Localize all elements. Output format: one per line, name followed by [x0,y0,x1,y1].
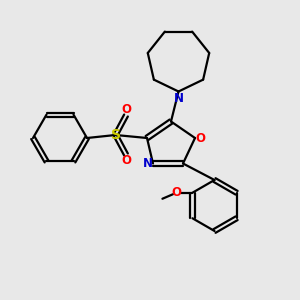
Text: O: O [122,103,132,116]
Text: O: O [122,154,132,167]
Text: O: O [171,186,181,199]
Text: O: O [195,131,206,145]
Text: N: N [142,157,153,170]
Text: S: S [110,128,121,142]
Text: N: N [173,92,184,106]
